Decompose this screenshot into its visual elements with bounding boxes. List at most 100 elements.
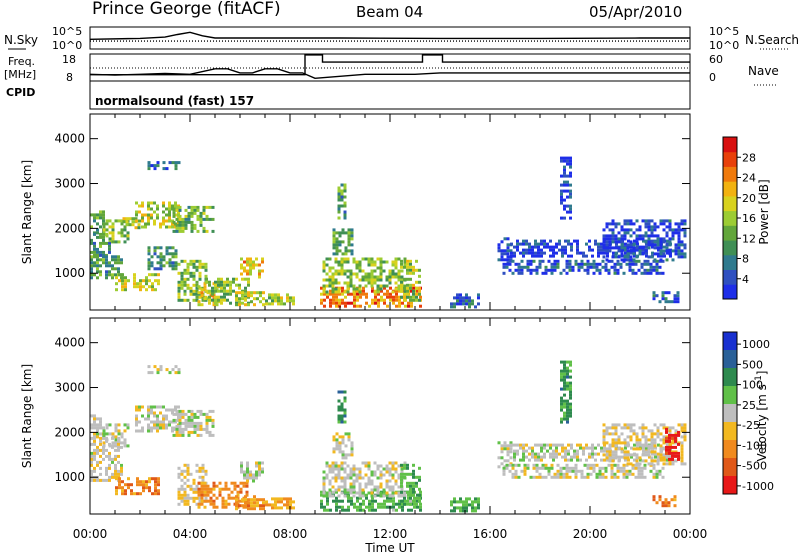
data-cell <box>502 271 506 275</box>
data-cell <box>186 262 190 266</box>
data-cell <box>130 489 133 493</box>
data-cell <box>373 269 377 273</box>
data-cell <box>474 509 477 513</box>
data-cell <box>165 423 168 427</box>
data-cell <box>347 508 350 512</box>
data-cell <box>389 286 392 290</box>
data-cell <box>326 502 329 506</box>
data-cell <box>244 501 247 505</box>
data-cell <box>591 254 594 258</box>
data-cell <box>180 298 184 302</box>
data-cell <box>383 499 386 503</box>
data-cell <box>124 282 127 286</box>
data-cell <box>617 459 621 463</box>
data-cell <box>268 503 271 507</box>
data-cell <box>620 225 624 229</box>
data-cell <box>329 298 332 302</box>
data-cell <box>650 432 654 436</box>
data-cell <box>172 211 176 215</box>
data-cell <box>674 231 678 235</box>
data-cell <box>410 304 413 308</box>
data-cell <box>385 485 389 489</box>
data-cell <box>556 463 560 467</box>
data-cell <box>114 435 118 439</box>
data-cell <box>509 450 513 454</box>
data-cell <box>680 426 684 430</box>
data-cell <box>340 195 344 199</box>
data-cell <box>337 488 341 492</box>
data-cell <box>614 246 618 250</box>
data-cell <box>462 509 465 513</box>
data-cell <box>541 271 545 275</box>
data-cell <box>253 495 256 499</box>
colorbar-tick-label: -500 <box>742 460 767 473</box>
data-cell <box>331 476 335 480</box>
data-cell <box>156 267 160 271</box>
data-cell <box>96 432 99 436</box>
data-cell <box>337 405 341 409</box>
data-cell <box>680 240 684 244</box>
data-cell <box>337 390 341 394</box>
data-cell <box>220 301 223 305</box>
data-cell <box>175 208 179 212</box>
data-cell <box>172 229 176 233</box>
data-cell <box>579 458 582 462</box>
data-cell <box>361 488 365 492</box>
data-cell <box>605 441 609 445</box>
data-cell <box>370 491 374 495</box>
data-cell <box>349 269 353 273</box>
data-cell <box>465 293 468 297</box>
data-cell <box>601 259 605 263</box>
data-cell <box>168 246 172 250</box>
data-cell <box>561 251 564 255</box>
data-cell <box>629 435 633 439</box>
data-cell <box>211 229 215 233</box>
data-cell <box>471 302 474 306</box>
data-cell <box>676 291 680 295</box>
data-cell <box>671 433 674 437</box>
data-cell <box>400 286 403 290</box>
colorbar-tick-label: 1000 <box>742 338 770 351</box>
data-cell <box>468 299 471 303</box>
data-cell <box>403 472 406 476</box>
data-cell <box>377 493 380 497</box>
data-cell <box>328 275 332 279</box>
data-cell <box>178 430 182 434</box>
data-cell <box>574 262 578 266</box>
nave-tick-bottom: 0 <box>709 71 716 84</box>
colorbar-segment <box>723 151 737 167</box>
data-cell <box>199 223 203 227</box>
data-cell <box>120 234 124 238</box>
data-cell <box>650 444 654 448</box>
data-cell <box>657 254 660 258</box>
data-cell <box>193 226 197 230</box>
data-cell <box>99 478 102 482</box>
data-cell <box>559 271 563 275</box>
data-cell <box>171 161 175 165</box>
data-cell <box>211 205 215 209</box>
data-cell <box>159 255 163 259</box>
data-cell <box>337 473 341 477</box>
data-cell <box>108 273 111 277</box>
data-cell <box>622 271 626 275</box>
data-cell <box>668 249 672 253</box>
data-cell <box>159 420 162 424</box>
data-cell <box>380 289 383 293</box>
data-cell <box>187 421 191 425</box>
data-cell <box>650 240 654 244</box>
data-cell <box>665 448 668 452</box>
data-cell <box>356 295 359 299</box>
colorbar-segment <box>723 332 737 351</box>
data-cell <box>659 243 663 247</box>
x-tick-label: 08:00 <box>273 527 308 541</box>
data-cell <box>568 265 572 269</box>
data-cell <box>632 429 636 433</box>
data-cell <box>90 250 93 254</box>
data-cell <box>656 459 660 463</box>
data-cell <box>111 273 114 277</box>
data-cell <box>286 503 289 507</box>
data-cell <box>196 229 200 233</box>
data-cell <box>334 257 338 261</box>
data-cell <box>183 502 187 506</box>
data-cell <box>563 159 566 163</box>
